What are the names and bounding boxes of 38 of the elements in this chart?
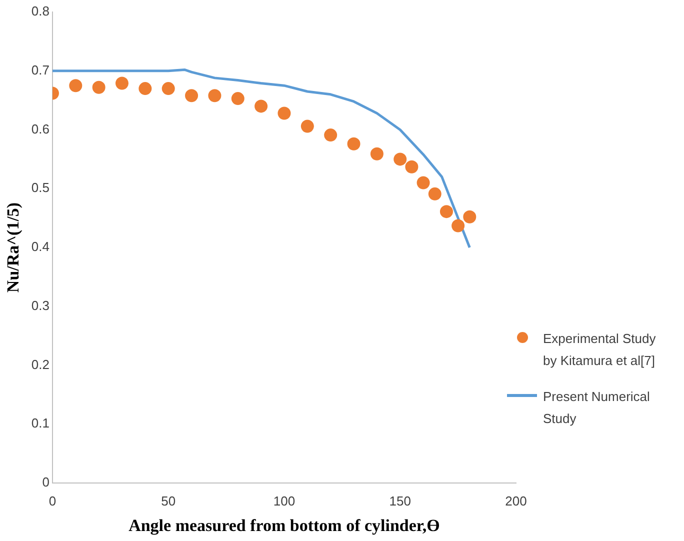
x-tick-label: 150 [389, 493, 411, 508]
point [463, 210, 476, 224]
point [452, 219, 465, 232]
point [69, 79, 82, 92]
x-axis-title: Angle measured from bottom of cylinder,ϴ [128, 516, 440, 536]
point [394, 152, 407, 166]
point [231, 92, 244, 106]
point [208, 89, 222, 102]
y-tick-label: 0.6 [31, 121, 50, 136]
y-tick-label: 0.4 [31, 239, 50, 254]
y-tick-label: 0.3 [31, 298, 50, 313]
point [116, 76, 128, 90]
y-tick-label: 0.8 [31, 4, 50, 19]
point [416, 176, 430, 190]
point [92, 80, 106, 94]
x-tick-label: 200 [505, 493, 527, 508]
y-tick-label: 0.5 [31, 180, 50, 196]
x-tick-label: 50 [161, 493, 176, 508]
point [428, 187, 442, 200]
point [278, 106, 291, 120]
legend-label: Experimental Study by Kitamura et al[7] [543, 330, 657, 370]
point [254, 100, 268, 113]
y-tick-label: 0 [42, 474, 50, 490]
point [440, 205, 453, 218]
y-tick-label: 0.1 [31, 416, 50, 431]
y-tick-label: 0.7 [31, 62, 50, 78]
point [405, 160, 418, 174]
y-axis-title: Nu/Ra^(1/5) [4, 202, 23, 293]
point [370, 147, 384, 160]
point [300, 120, 314, 133]
x-tick-label: 100 [273, 493, 296, 508]
legend-label: Present Numerical Study [543, 388, 651, 428]
point [162, 82, 175, 96]
y-tick-label: 0.2 [31, 356, 50, 372]
point [185, 89, 198, 102]
point [138, 82, 152, 96]
point [347, 137, 360, 150]
point [324, 128, 338, 142]
